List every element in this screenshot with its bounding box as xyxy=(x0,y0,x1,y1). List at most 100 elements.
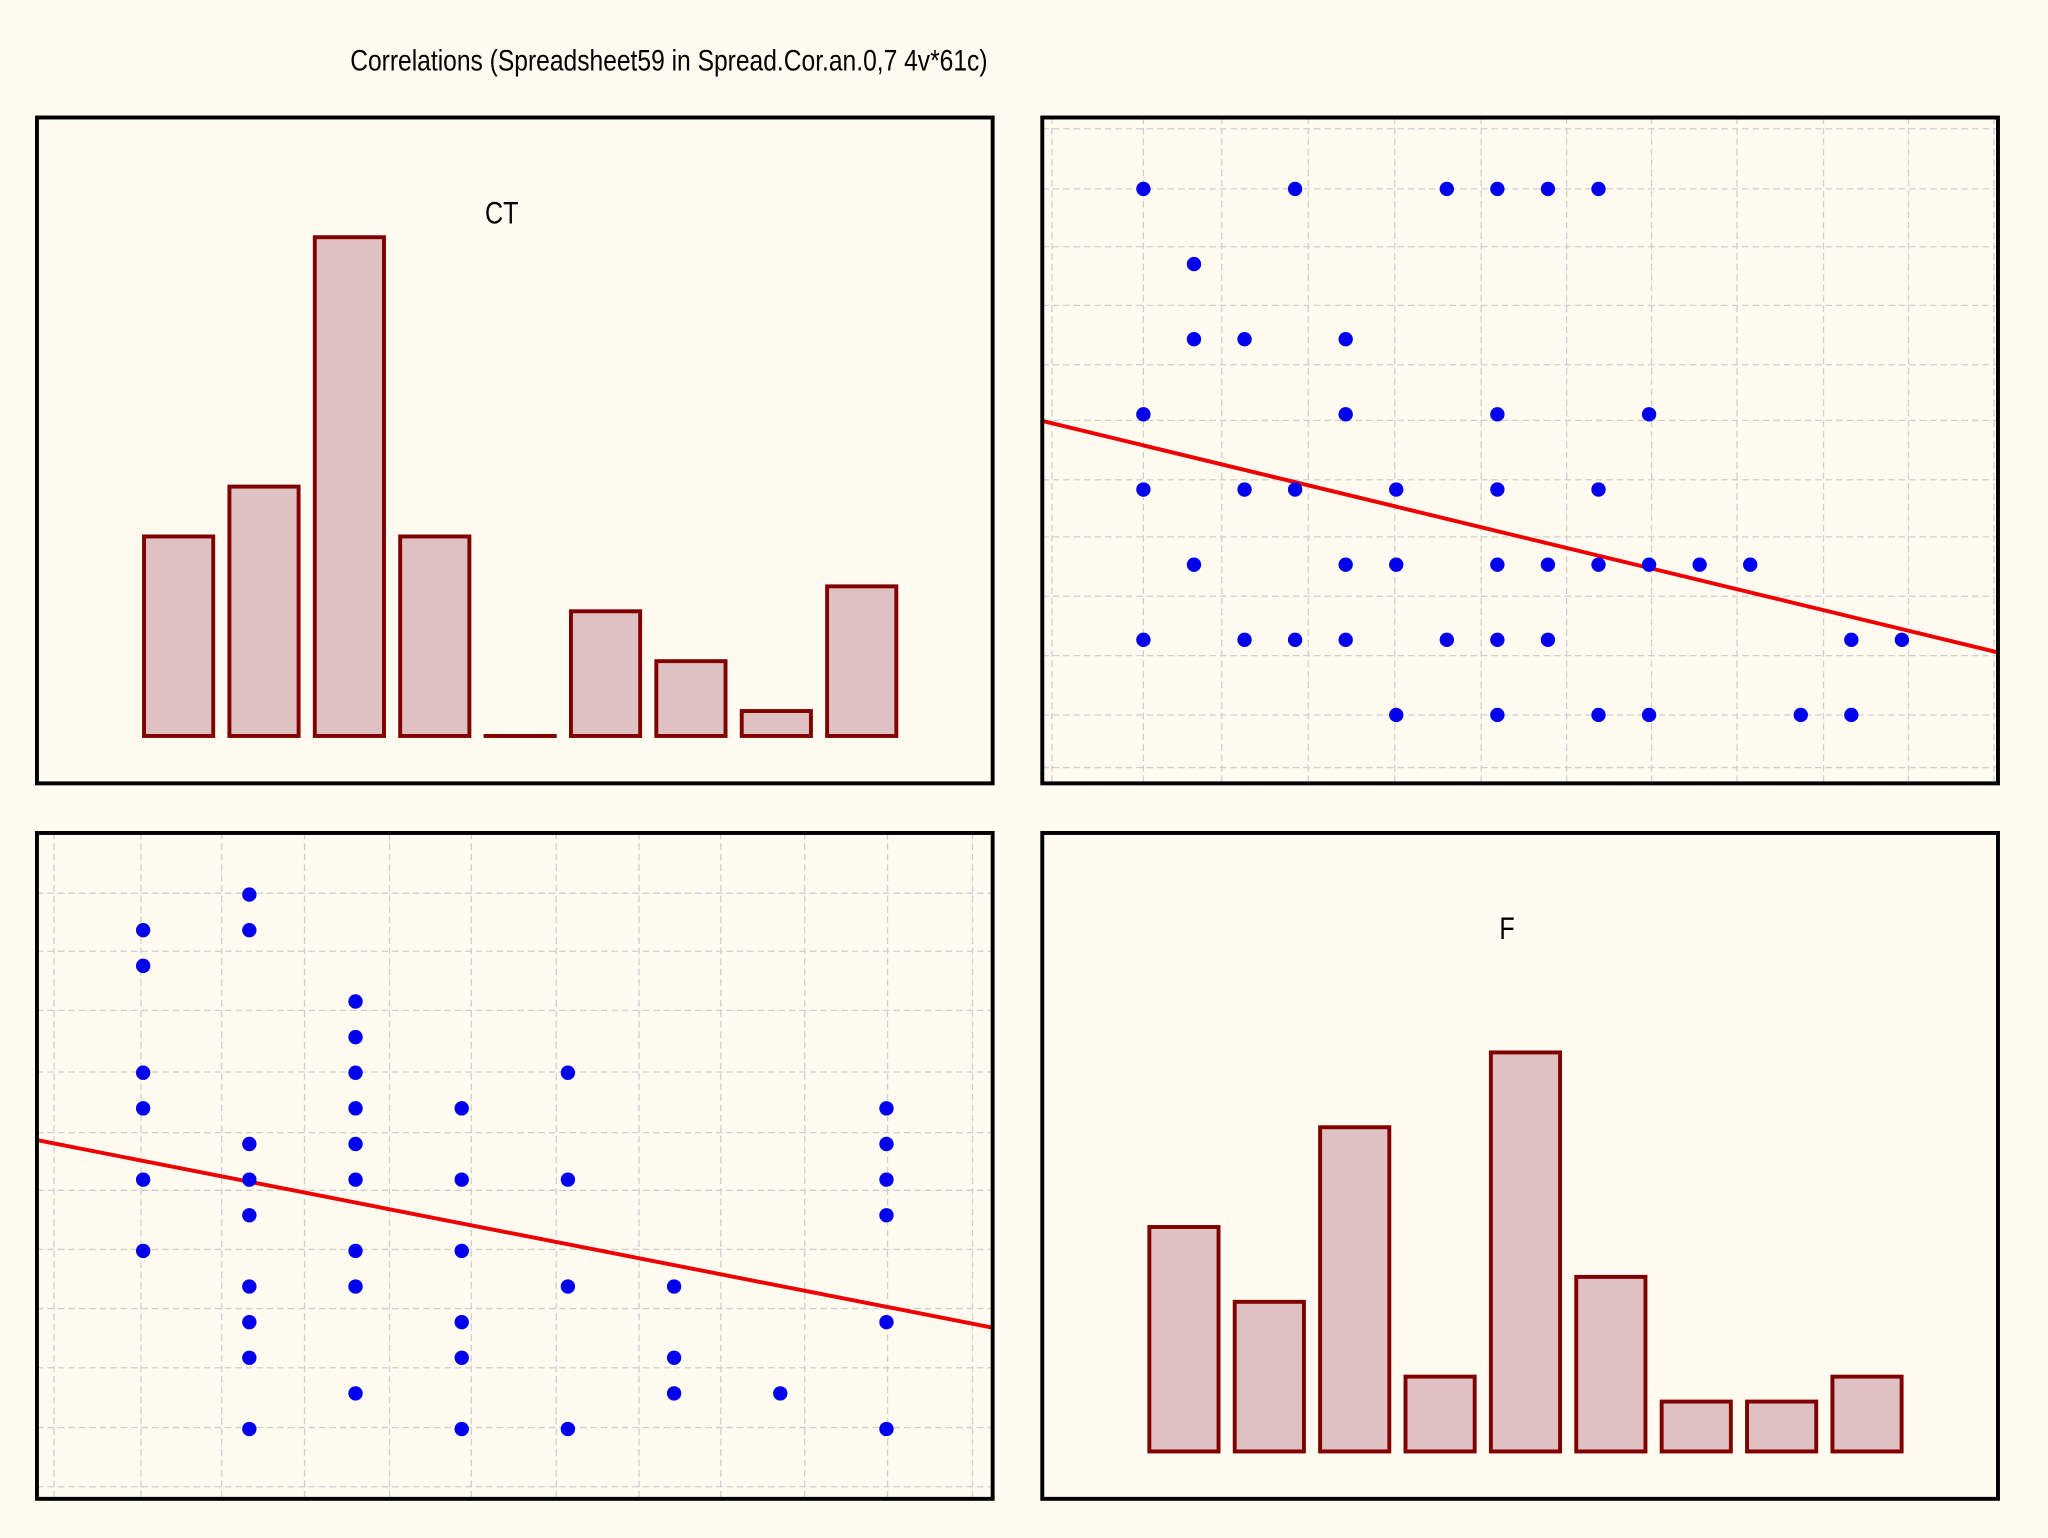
bar xyxy=(398,534,472,738)
point xyxy=(879,1421,894,1437)
point xyxy=(1490,482,1505,497)
bar xyxy=(1830,1374,1904,1454)
fit-line xyxy=(36,1138,993,1330)
point xyxy=(242,1208,257,1223)
point xyxy=(135,1065,151,1080)
panel-title: F xyxy=(1499,912,1514,947)
point xyxy=(454,1101,469,1116)
point xyxy=(135,958,151,974)
point xyxy=(1186,332,1202,347)
bar xyxy=(142,534,216,738)
bar xyxy=(1232,1299,1306,1454)
bar xyxy=(1659,1399,1733,1454)
point xyxy=(1389,482,1404,497)
point xyxy=(1844,707,1859,723)
point xyxy=(242,1421,257,1437)
point xyxy=(454,1350,469,1365)
point xyxy=(1287,482,1303,497)
point xyxy=(1237,632,1252,647)
point xyxy=(135,923,151,938)
point xyxy=(348,1101,363,1116)
point xyxy=(1338,632,1353,647)
point xyxy=(242,1136,257,1152)
chart-title: Correlations (Spreadsheet59 in Spread.Co… xyxy=(350,43,987,77)
bar xyxy=(1147,1225,1221,1454)
point xyxy=(1186,557,1202,572)
point xyxy=(1338,332,1353,347)
point xyxy=(348,1029,363,1045)
point xyxy=(348,1279,363,1294)
point xyxy=(879,1136,894,1152)
point xyxy=(560,1279,576,1294)
point xyxy=(1136,407,1151,422)
bar xyxy=(825,584,899,738)
point xyxy=(1641,557,1657,572)
point xyxy=(1692,557,1707,572)
point xyxy=(1237,332,1252,347)
point xyxy=(348,994,363,1009)
point xyxy=(1186,256,1202,272)
bar xyxy=(568,609,643,738)
point xyxy=(1540,181,1556,197)
point xyxy=(1338,557,1353,572)
point xyxy=(242,1314,257,1330)
point xyxy=(454,1243,469,1259)
point xyxy=(242,887,257,902)
point xyxy=(1389,707,1404,723)
point xyxy=(1136,482,1151,497)
point xyxy=(560,1172,576,1187)
point xyxy=(1287,181,1303,197)
point xyxy=(773,1386,788,1401)
point xyxy=(1490,557,1505,572)
point xyxy=(348,1136,363,1152)
point xyxy=(1136,181,1151,197)
point xyxy=(1490,407,1505,422)
point xyxy=(1237,482,1252,497)
panel-frame xyxy=(35,831,995,1501)
panel-title: CT xyxy=(485,196,518,231)
fit-line xyxy=(1042,418,1998,655)
point xyxy=(348,1386,363,1401)
point xyxy=(1591,482,1606,497)
point xyxy=(1136,632,1151,647)
point xyxy=(1641,707,1657,723)
point xyxy=(1540,632,1556,647)
point xyxy=(1338,407,1353,422)
point xyxy=(348,1065,363,1080)
point xyxy=(1844,632,1859,647)
point xyxy=(1641,407,1657,422)
plot-area xyxy=(1042,117,1998,784)
panel-frame xyxy=(1040,831,2000,1501)
point xyxy=(1591,181,1606,197)
point xyxy=(1439,181,1454,197)
bar xyxy=(1745,1399,1819,1454)
point xyxy=(454,1421,469,1437)
point xyxy=(1743,557,1758,572)
point xyxy=(1793,707,1808,723)
point xyxy=(242,1350,257,1365)
bar xyxy=(1574,1274,1648,1454)
point xyxy=(135,1243,151,1259)
point xyxy=(1287,632,1303,647)
bar xyxy=(1403,1374,1477,1454)
point xyxy=(560,1065,576,1080)
point xyxy=(1439,632,1454,647)
point xyxy=(879,1208,894,1223)
point xyxy=(135,1172,151,1187)
point xyxy=(1490,181,1505,197)
point xyxy=(242,1172,257,1187)
panel-frame xyxy=(1040,115,2000,786)
point xyxy=(1591,557,1606,572)
bar xyxy=(1488,1050,1563,1454)
point xyxy=(454,1314,469,1330)
point xyxy=(1894,632,1910,647)
point xyxy=(135,1101,151,1116)
point xyxy=(879,1314,894,1330)
point xyxy=(879,1172,894,1187)
plot-area xyxy=(36,832,993,1499)
point xyxy=(454,1172,469,1187)
point xyxy=(666,1386,682,1401)
point xyxy=(242,923,257,938)
